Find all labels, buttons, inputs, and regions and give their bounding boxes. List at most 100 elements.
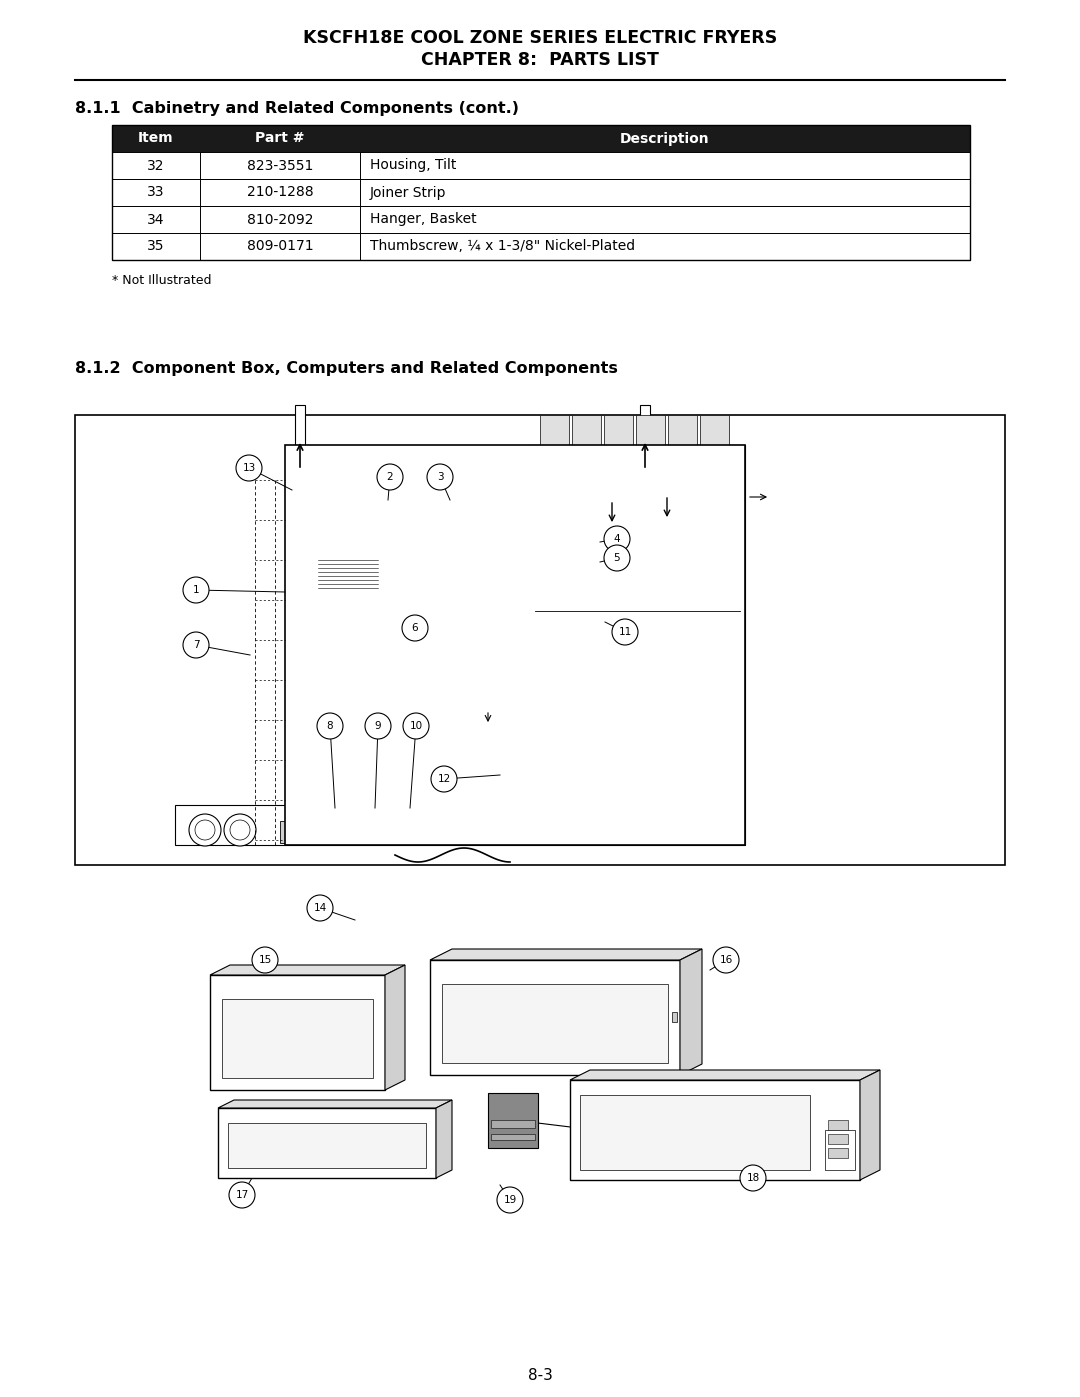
Text: Thumbscrew, ¼ x 1-3/8" Nickel-Plated: Thumbscrew, ¼ x 1-3/8" Nickel-Plated <box>370 239 635 253</box>
Circle shape <box>307 895 333 921</box>
Bar <box>75 415 1005 865</box>
Text: * Not Illustrated: * Not Illustrated <box>112 274 212 286</box>
Bar <box>491 1134 535 1140</box>
Text: Joiner Strip: Joiner Strip <box>370 186 446 200</box>
Bar <box>571 666 585 683</box>
Circle shape <box>183 631 210 658</box>
Polygon shape <box>860 1070 880 1180</box>
Bar <box>604 555 623 570</box>
Text: 15: 15 <box>258 956 272 965</box>
Bar <box>561 613 579 629</box>
Circle shape <box>612 619 638 645</box>
Bar <box>597 455 627 504</box>
Polygon shape <box>228 1123 426 1168</box>
Bar <box>825 1130 855 1171</box>
Bar <box>538 650 557 665</box>
Bar <box>626 571 645 588</box>
Bar <box>480 704 496 712</box>
Circle shape <box>427 464 453 490</box>
Circle shape <box>403 712 429 739</box>
Bar <box>582 590 600 606</box>
Bar <box>553 687 567 703</box>
Bar <box>828 1134 848 1144</box>
Polygon shape <box>680 949 702 1076</box>
Text: 6: 6 <box>411 623 418 633</box>
Circle shape <box>318 668 382 732</box>
Bar <box>538 631 557 647</box>
Text: Item: Item <box>138 131 174 145</box>
Text: 19: 19 <box>503 1194 516 1206</box>
Circle shape <box>672 597 680 604</box>
Bar <box>491 1120 535 1127</box>
Text: 9: 9 <box>375 721 381 731</box>
Text: 18: 18 <box>746 1173 759 1183</box>
Bar <box>480 692 496 701</box>
Bar <box>535 833 740 837</box>
Circle shape <box>309 826 318 834</box>
Polygon shape <box>218 1108 436 1178</box>
Bar <box>538 613 557 629</box>
Bar <box>538 666 557 683</box>
Circle shape <box>656 571 664 578</box>
Polygon shape <box>222 999 373 1078</box>
Bar <box>660 475 674 510</box>
Circle shape <box>345 694 356 705</box>
Text: Part #: Part # <box>255 131 305 145</box>
Bar <box>561 650 579 665</box>
Text: 35: 35 <box>147 239 165 253</box>
Text: 1: 1 <box>192 585 200 595</box>
Bar <box>571 647 585 664</box>
Polygon shape <box>580 1095 810 1171</box>
Circle shape <box>224 814 256 847</box>
Text: 210-1288: 210-1288 <box>246 186 313 200</box>
Bar <box>112 124 970 152</box>
Text: 8: 8 <box>326 721 334 731</box>
Bar <box>538 555 557 570</box>
Text: 8.1.2  Component Box, Computers and Related Components: 8.1.2 Component Box, Computers and Relat… <box>75 360 618 376</box>
Bar <box>561 571 579 588</box>
Circle shape <box>688 571 696 578</box>
Circle shape <box>229 1182 255 1208</box>
Circle shape <box>497 1187 523 1213</box>
Bar <box>602 485 622 515</box>
Bar <box>112 205 970 233</box>
Circle shape <box>189 814 221 847</box>
Bar <box>705 474 725 495</box>
Circle shape <box>740 1165 766 1192</box>
Text: 17: 17 <box>235 1190 248 1200</box>
Text: 2: 2 <box>387 472 393 482</box>
Bar <box>604 590 623 606</box>
Polygon shape <box>430 949 702 960</box>
Polygon shape <box>570 1080 860 1180</box>
Text: 8-3: 8-3 <box>527 1368 553 1383</box>
Bar <box>680 502 700 522</box>
Circle shape <box>713 947 739 972</box>
Text: 11: 11 <box>619 627 632 637</box>
Bar <box>654 474 675 495</box>
Polygon shape <box>218 1099 453 1108</box>
Text: 16: 16 <box>719 956 732 965</box>
Text: Hanger, Basket: Hanger, Basket <box>370 212 476 226</box>
Bar <box>571 687 585 703</box>
Bar <box>604 666 623 683</box>
Polygon shape <box>210 965 405 975</box>
Bar <box>480 657 496 665</box>
Bar <box>640 405 650 525</box>
Bar <box>636 415 665 479</box>
Bar <box>582 555 600 570</box>
Bar <box>112 179 970 205</box>
Bar <box>582 631 600 647</box>
Bar <box>604 631 623 647</box>
Text: 823-3551: 823-3551 <box>247 158 313 172</box>
Bar <box>705 502 725 522</box>
Text: 34: 34 <box>147 212 165 226</box>
Text: Housing, Tilt: Housing, Tilt <box>370 158 457 172</box>
Text: 8.1.1  Cabinetry and Related Components (cont.): 8.1.1 Cabinetry and Related Components (… <box>75 101 519 116</box>
Bar <box>480 668 496 678</box>
Bar <box>553 666 567 683</box>
Polygon shape <box>430 960 680 1076</box>
Text: 13: 13 <box>242 462 256 474</box>
Bar <box>538 590 557 606</box>
Circle shape <box>704 571 712 578</box>
Text: 32: 32 <box>147 158 165 172</box>
